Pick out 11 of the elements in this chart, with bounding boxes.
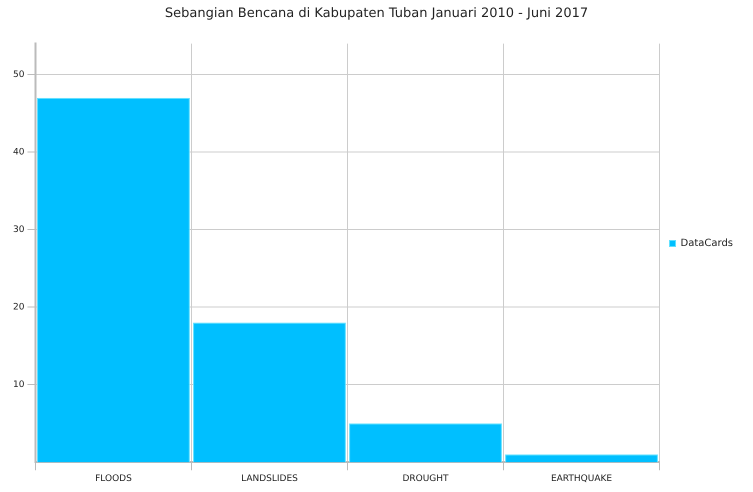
x-tick-label: DROUGHT bbox=[402, 474, 450, 484]
legend-label: DataCards bbox=[680, 238, 734, 250]
y-tick-label: 30 bbox=[13, 224, 25, 235]
y-tick-label: 40 bbox=[13, 147, 25, 158]
x-tick-label: EARTHQUAKE bbox=[550, 474, 612, 484]
y-tick-label: 10 bbox=[13, 380, 25, 390]
y-tick-label: 50 bbox=[13, 70, 25, 80]
x-tick-label: LANDSLIDES bbox=[241, 474, 298, 484]
y-tick-label: 20 bbox=[13, 302, 25, 313]
chart-title: Sebangian Bencana di Kabupaten Tuban Januari 2010 - Juni 2017 bbox=[164, 6, 588, 22]
x-tick-label: FLOODS bbox=[95, 474, 132, 484]
